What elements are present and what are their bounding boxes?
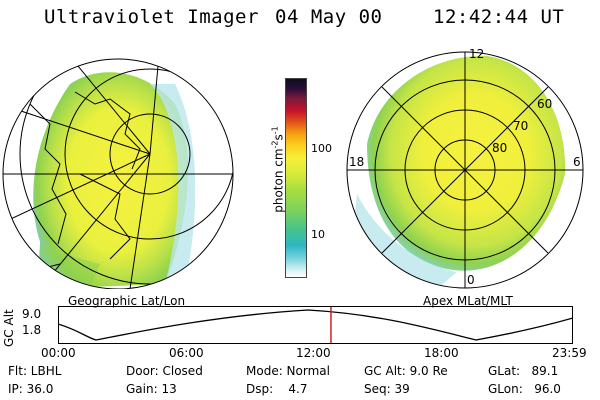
time-label: 12:42:44 UT <box>433 6 565 28</box>
colorbar: photon cm-2s-1 100 10 <box>256 78 332 288</box>
colorbar-tick-10: 10 <box>311 228 325 241</box>
mlt-label-6: 6 <box>573 155 581 169</box>
app-title: Ultraviolet Imager <box>44 6 259 28</box>
info-ip: IP: 36.0 <box>8 382 54 396</box>
mlt-label-18: 18 <box>349 155 364 169</box>
info-glon: GLon: 96.0 <box>488 382 561 396</box>
timeline-tick-0: 00:00 <box>41 346 76 360</box>
timeline-tick-3: 18:00 <box>424 346 459 360</box>
geographic-map-label: Geographic Lat/Lon <box>68 294 186 308</box>
info-flt: Flt: LBHL <box>8 364 62 378</box>
mlt-label-0: 0 <box>467 273 475 287</box>
mlt-label-12: 12 <box>469 47 484 61</box>
info-dsp: Dsp: 4.7 <box>246 382 308 396</box>
timeline-tick-4: 23:59 <box>552 346 587 360</box>
info-gcalt: GC Alt: 9.0 Re <box>364 364 448 378</box>
info-gain: Gain: 13 <box>126 382 177 396</box>
apex-map: 12 18 6 0 60 70 80 <box>346 47 584 289</box>
info-door: Door: Closed <box>126 364 203 378</box>
apex-map-label: Apex MLat/MLT <box>423 294 513 308</box>
gc-alt-min: 1.8 <box>22 323 42 337</box>
colorbar-tick-100: 100 <box>311 142 332 155</box>
info-seq: Seq: 39 <box>364 382 410 396</box>
colorbar-scale <box>285 78 307 278</box>
colorbar-unit: photon cm-2s-1 <box>270 126 286 213</box>
timeline-tick-1: 06:00 <box>169 346 204 360</box>
geographic-map <box>2 58 234 289</box>
gc-alt-axis-label: GC Alt <box>2 309 16 347</box>
lat-label-70: 70 <box>513 119 528 133</box>
timeline-tick-2: 12:00 <box>296 346 331 360</box>
lat-label-80: 80 <box>492 141 507 155</box>
info-glat: GLat: 89.1 <box>488 364 559 378</box>
gc-alt-timeline <box>58 306 573 344</box>
gc-alt-max: 9.0 <box>22 307 42 321</box>
lat-label-60: 60 <box>537 97 552 111</box>
date-label: 04 May 00 <box>275 6 383 28</box>
info-mode: Mode: Normal <box>246 364 330 378</box>
